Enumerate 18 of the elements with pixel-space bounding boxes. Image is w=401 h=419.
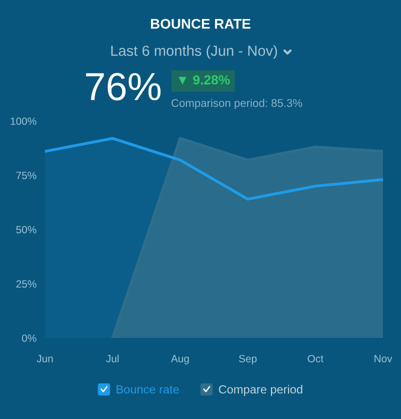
x-tick-label: Oct [308, 354, 324, 362]
text: Comparison period: 85.3% [172, 98, 302, 110]
x-tick-label: Jul [106, 354, 119, 362]
y-tick-label: 25% [16, 280, 36, 288]
x-tick-label: Sep [239, 354, 257, 364]
x-tick-label: Aug [170, 355, 189, 364]
text: ▼ 9.28% [178, 75, 230, 85]
text: 76% [86, 72, 161, 100]
y-tick-label: 100% [10, 118, 36, 125]
x-tick-label: Jun [36, 355, 53, 362]
y-tick-label: 75% [16, 172, 36, 180]
y-tick-label: 50% [16, 226, 36, 234]
legend-label: Bounce rate [116, 385, 179, 394]
legend-label: Compare period [218, 384, 302, 396]
chart-subtitle: Last 6 months (Jun - Nov) [111, 45, 277, 59]
chart-title: BOUNCE RATE [151, 18, 250, 29]
y-tick-label: 0% [22, 334, 36, 342]
x-tick-label: Nov [374, 355, 392, 362]
